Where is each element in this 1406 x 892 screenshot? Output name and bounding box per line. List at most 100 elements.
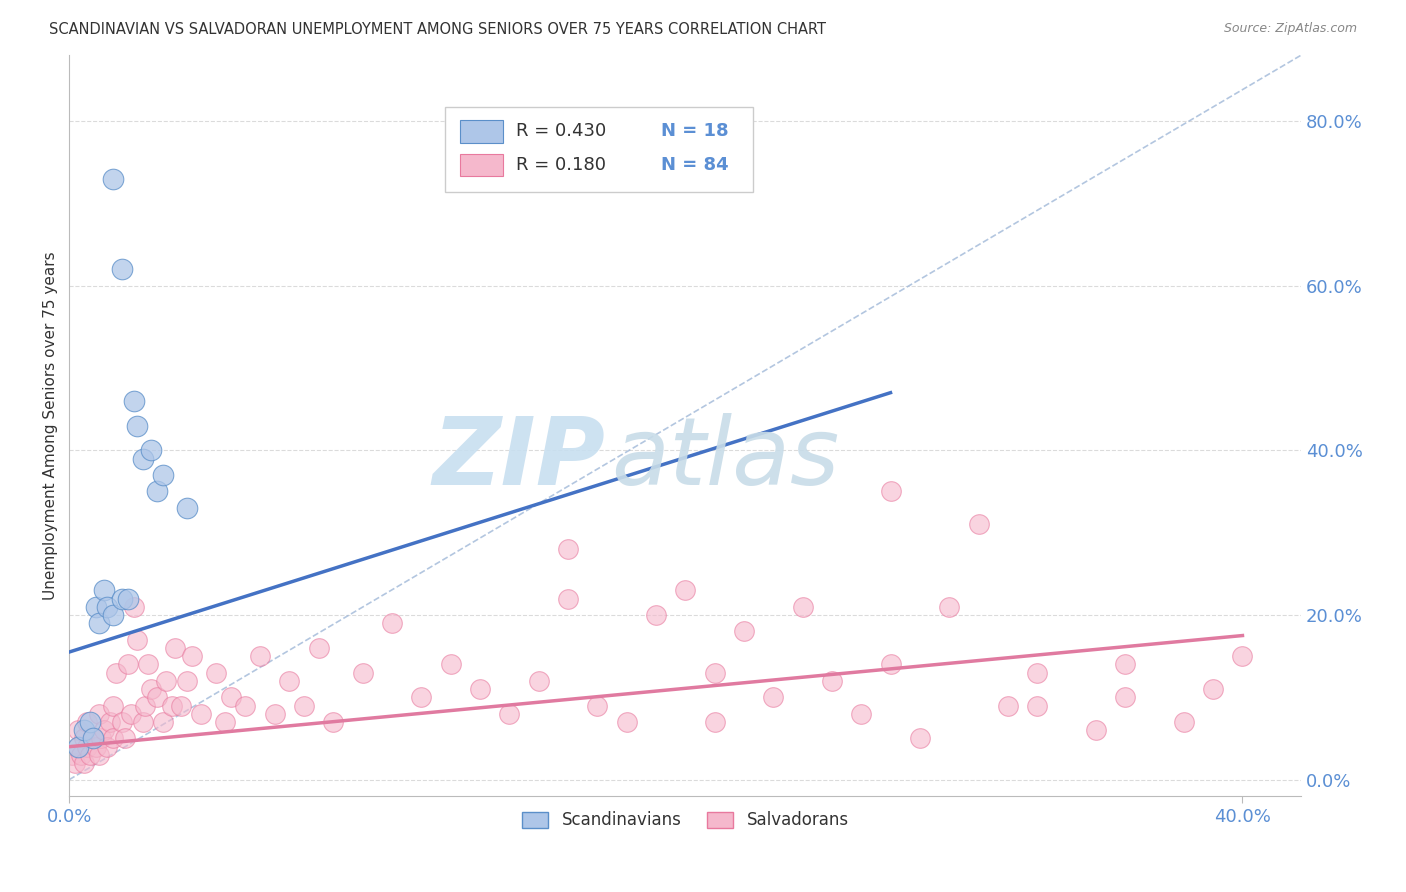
Point — [997, 698, 1019, 713]
Point — [1114, 690, 1136, 705]
Point — [214, 714, 236, 729]
Point — [105, 665, 128, 680]
Text: atlas: atlas — [612, 414, 839, 505]
Point — [152, 468, 174, 483]
Point — [141, 443, 163, 458]
Point — [673, 583, 696, 598]
Point — [233, 698, 256, 713]
Point — [170, 698, 193, 713]
Point — [90, 731, 112, 746]
Point — [616, 714, 638, 729]
FancyBboxPatch shape — [460, 153, 503, 176]
Point — [87, 747, 110, 762]
Point — [1026, 665, 1049, 680]
Point — [1232, 649, 1254, 664]
Point — [381, 616, 404, 631]
Point — [87, 616, 110, 631]
Point — [205, 665, 228, 680]
Point — [82, 731, 104, 746]
Point — [1026, 698, 1049, 713]
Point — [938, 599, 960, 614]
Point — [76, 714, 98, 729]
Point — [117, 657, 139, 672]
Point — [82, 731, 104, 746]
Point — [66, 739, 89, 754]
Point — [249, 649, 271, 664]
Point — [117, 591, 139, 606]
Point — [644, 607, 666, 622]
Point — [134, 698, 156, 713]
Point — [98, 714, 121, 729]
Point — [63, 756, 86, 771]
Point — [879, 657, 901, 672]
Point — [122, 393, 145, 408]
Point — [278, 673, 301, 688]
Point — [851, 706, 873, 721]
Point — [79, 747, 101, 762]
Point — [879, 484, 901, 499]
Point — [1202, 681, 1225, 696]
Point — [66, 739, 89, 754]
Point — [263, 706, 285, 721]
Point — [181, 649, 204, 664]
Point — [308, 640, 330, 655]
Point — [138, 657, 160, 672]
Point — [908, 731, 931, 746]
Point — [120, 706, 142, 721]
Point — [93, 583, 115, 598]
Point — [73, 756, 96, 771]
Point — [96, 599, 118, 614]
Point — [160, 698, 183, 713]
Point — [114, 731, 136, 746]
Point — [292, 698, 315, 713]
Point — [122, 599, 145, 614]
Text: ZIP: ZIP — [432, 413, 605, 505]
Point — [967, 517, 990, 532]
Point — [111, 262, 134, 277]
FancyBboxPatch shape — [460, 120, 503, 143]
Point — [176, 500, 198, 515]
Legend: Scandinavians, Salvadorans: Scandinavians, Salvadorans — [515, 805, 855, 836]
Point — [103, 171, 125, 186]
Point — [439, 657, 461, 672]
Point — [411, 690, 433, 705]
Point — [87, 706, 110, 721]
Point — [84, 599, 107, 614]
Point — [762, 690, 785, 705]
Point — [792, 599, 814, 614]
Point — [703, 665, 725, 680]
Point — [125, 632, 148, 647]
Point — [468, 681, 491, 696]
Point — [1173, 714, 1195, 729]
Point — [163, 640, 186, 655]
Text: R = 0.430: R = 0.430 — [516, 122, 606, 140]
Point — [141, 681, 163, 696]
Point — [96, 739, 118, 754]
Point — [79, 714, 101, 729]
Point — [703, 714, 725, 729]
Point — [498, 706, 520, 721]
Point — [131, 451, 153, 466]
Point — [1114, 657, 1136, 672]
Text: N = 18: N = 18 — [661, 122, 728, 140]
Point — [352, 665, 374, 680]
Point — [125, 418, 148, 433]
Point — [155, 673, 177, 688]
Y-axis label: Unemployment Among Seniors over 75 years: Unemployment Among Seniors over 75 years — [44, 252, 58, 600]
Point — [176, 673, 198, 688]
Point — [557, 591, 579, 606]
Point — [103, 731, 125, 746]
Point — [190, 706, 212, 721]
Point — [586, 698, 609, 713]
Point — [219, 690, 242, 705]
Text: N = 84: N = 84 — [661, 156, 728, 174]
Point — [733, 624, 755, 639]
Point — [60, 747, 83, 762]
Point — [84, 739, 107, 754]
Point — [1084, 723, 1107, 738]
Point — [152, 714, 174, 729]
Point — [73, 723, 96, 738]
Point — [527, 673, 550, 688]
Point — [322, 714, 344, 729]
Text: SCANDINAVIAN VS SALVADORAN UNEMPLOYMENT AMONG SENIORS OVER 75 YEARS CORRELATION : SCANDINAVIAN VS SALVADORAN UNEMPLOYMENT … — [49, 22, 827, 37]
